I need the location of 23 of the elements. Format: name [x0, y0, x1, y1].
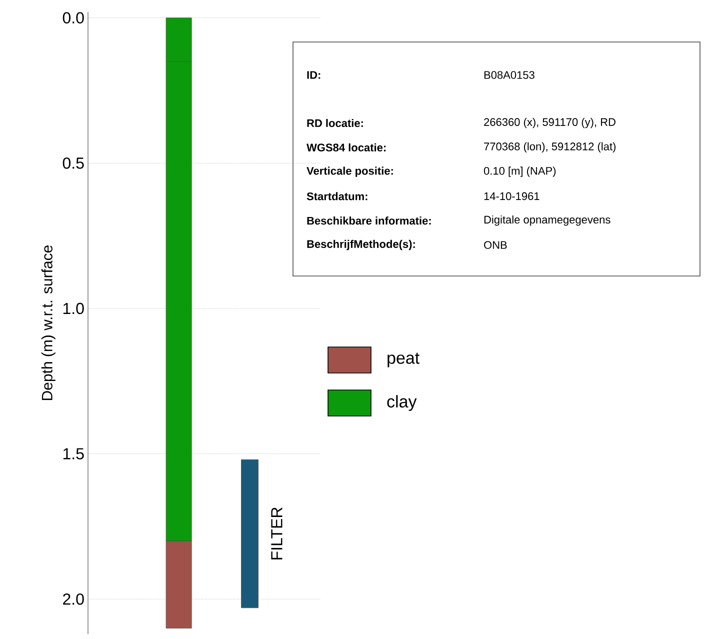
legend-label: clay: [387, 395, 417, 411]
y-tick-label: 2.0: [63, 593, 84, 605]
annotation: ID:: [307, 71, 320, 79]
text: 14-10-1961: [484, 192, 540, 200]
annotation: BeschrijfMethode(s):: [307, 240, 415, 250]
y-tick-label: 1.0: [63, 302, 84, 314]
annotation: WGS84 locatie:: [306, 143, 386, 152]
y-tick-label: 0.0: [62, 12, 84, 24]
y-tick-label: 1.5: [63, 448, 84, 460]
text: Digitale opnamegegevens: [484, 215, 610, 226]
annotation: Beschikbare informatie:: [307, 216, 431, 225]
legend-label: peat: [388, 352, 420, 368]
annotation: RD locatie:: [307, 118, 363, 128]
annotation: Verticale positie:: [306, 166, 393, 177]
text: 770368 (lon), 5912812 (lat): [484, 142, 616, 153]
text: 0.10 [m] (NAP): [484, 166, 556, 177]
annotation: Startdatum:: [306, 192, 368, 200]
text: B08A0153: [484, 71, 534, 79]
text: ONB: [484, 241, 507, 249]
text: FILTER: [271, 508, 282, 560]
y-tick-label: 0.5: [62, 157, 84, 169]
y-axis-title: Depth (m) w.r.t. surface: [41, 245, 56, 400]
text: 266360 (x), 591170 (y), RD: [484, 118, 616, 128]
